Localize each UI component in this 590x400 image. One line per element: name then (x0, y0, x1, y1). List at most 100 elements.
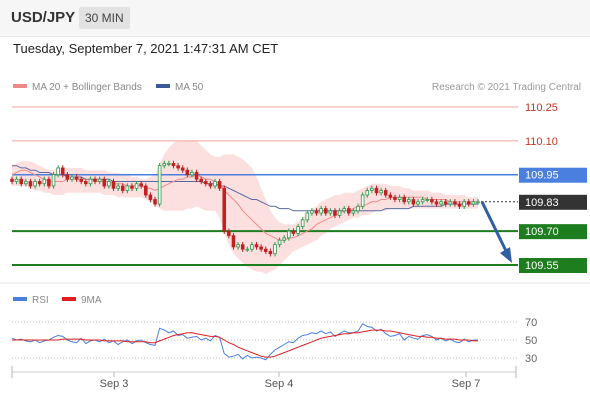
candle (337, 208, 342, 219)
candle-body (194, 172, 199, 180)
candle (300, 217, 305, 230)
candle-body (70, 176, 74, 180)
candle-body (65, 174, 70, 180)
candle (425, 196, 430, 203)
rsi-panel: 70 50 30 (11, 317, 537, 365)
candle-body (180, 167, 185, 171)
candle (333, 208, 337, 219)
candle (42, 176, 47, 187)
candle (37, 178, 42, 187)
candle-body (134, 183, 139, 189)
candle (134, 181, 139, 191)
candle-body (217, 181, 222, 189)
time-tick-label: Sep 4 (265, 378, 294, 390)
candle (227, 228, 231, 239)
candle (208, 181, 213, 189)
candle-body (125, 185, 130, 191)
rsi-legend-label: RSI (32, 295, 49, 306)
candle-body (130, 185, 134, 189)
candle-body (374, 187, 379, 194)
candle-body (402, 196, 406, 203)
candle-body (462, 201, 466, 207)
last-price-badge (519, 194, 587, 210)
candlestick-layer (10, 160, 512, 263)
candle-body (88, 178, 93, 185)
candle (139, 181, 143, 189)
candle-body (171, 163, 176, 167)
candle (19, 176, 24, 187)
candle (217, 178, 222, 191)
candle-body (328, 210, 333, 214)
ma50-legend-label: MA 50 (175, 82, 204, 93)
candle (282, 235, 287, 243)
candle-body (199, 178, 203, 182)
chart-header: USD/JPY 30 MIN (0, 0, 590, 37)
pivot-label: 109.95 (525, 170, 559, 182)
chart-datetime: Tuesday, September 7, 2021 1:47:31 AM CE… (13, 41, 279, 56)
candle-body (148, 194, 153, 200)
candle (74, 174, 79, 182)
candle-body (162, 163, 167, 167)
candle-body (254, 244, 259, 248)
candle (130, 183, 134, 191)
candle-body (120, 185, 125, 191)
candle (263, 246, 268, 255)
support-badge (519, 224, 587, 240)
candle-body (434, 201, 439, 205)
candle (476, 199, 480, 205)
candle (466, 199, 471, 207)
candle-body (97, 178, 102, 182)
candle-body (471, 201, 476, 205)
candle (268, 248, 273, 257)
time-tick-label: Sep 3 (100, 378, 129, 390)
candle-body (28, 181, 33, 187)
candle (148, 192, 153, 203)
candle (102, 176, 107, 189)
candle-body (107, 181, 111, 187)
candle (328, 208, 333, 216)
candle (33, 178, 37, 189)
ma20-legend-label: MA 20 + Bollinger Bands (32, 82, 142, 93)
candle (314, 208, 319, 216)
timeframe-badge[interactable]: 30 MIN (79, 7, 130, 29)
candle-body (430, 199, 434, 203)
candle-body (56, 167, 60, 176)
projection-arrow-shaft (480, 201, 511, 258)
candle (111, 178, 116, 191)
candle-body (305, 212, 310, 221)
time-tick-label: Sep 7 (452, 378, 481, 390)
rsi-tick-label: 70 (525, 317, 537, 329)
candle-body (333, 210, 337, 216)
resistance-label: 110.10 (525, 136, 558, 148)
candle-body (277, 239, 282, 246)
rsi-legend-swatch (13, 297, 27, 301)
candle-body (208, 183, 213, 187)
ma9-legend-label: 9MA (81, 295, 102, 306)
candle (291, 228, 296, 237)
candle-body (144, 185, 148, 196)
candle-body (273, 244, 277, 255)
candle-body (102, 178, 107, 187)
candle (420, 196, 425, 205)
candle (236, 241, 240, 250)
candle-body (37, 181, 42, 185)
candle (60, 165, 65, 178)
candle (462, 199, 466, 210)
candle-body (356, 205, 360, 212)
candle (453, 199, 457, 207)
candle-body (296, 226, 300, 234)
candle-body (425, 199, 430, 201)
candle (250, 241, 254, 252)
candle-body (379, 190, 383, 194)
rsi-series-line (12, 329, 478, 358)
candle-body (176, 165, 180, 169)
candle-body (347, 208, 351, 214)
candle (411, 196, 416, 207)
candle-body (300, 219, 305, 228)
candle (240, 241, 245, 252)
candle (365, 187, 370, 198)
candle-body (60, 167, 65, 176)
ma9-legend-swatch (62, 297, 76, 301)
candle-body (93, 178, 97, 182)
candle (245, 246, 250, 252)
